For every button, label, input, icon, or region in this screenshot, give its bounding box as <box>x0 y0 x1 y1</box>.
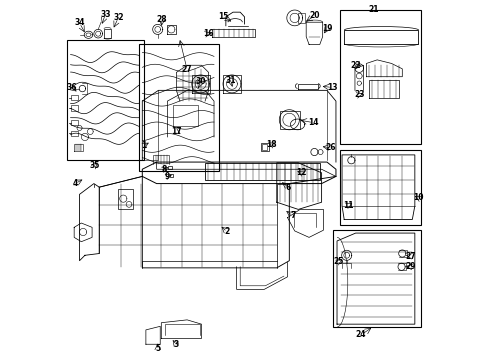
Text: 32: 32 <box>113 13 123 22</box>
Text: 9: 9 <box>164 172 170 181</box>
Text: 30: 30 <box>195 77 205 86</box>
Text: 22: 22 <box>350 62 360 71</box>
Text: 17: 17 <box>171 127 182 136</box>
Bar <box>70 131 78 136</box>
Text: 1: 1 <box>141 141 146 150</box>
Text: 26: 26 <box>325 143 335 152</box>
Text: 3: 3 <box>173 341 179 350</box>
Text: 20: 20 <box>309 11 319 20</box>
Bar <box>139 44 219 171</box>
Bar <box>261 144 267 150</box>
Text: 11: 11 <box>343 201 353 210</box>
Text: 7: 7 <box>290 211 295 220</box>
Text: 14: 14 <box>307 118 318 127</box>
Text: 27: 27 <box>182 65 192 74</box>
Bar <box>260 143 268 151</box>
Bar <box>297 13 305 23</box>
Text: 36: 36 <box>66 83 77 92</box>
Text: 31: 31 <box>225 76 236 85</box>
Text: 2: 2 <box>224 228 229 237</box>
Text: 33: 33 <box>100 10 110 19</box>
Text: 21: 21 <box>367 5 378 14</box>
Text: 4: 4 <box>72 179 78 188</box>
Text: 28: 28 <box>156 15 167 24</box>
Bar <box>70 120 78 126</box>
Text: 29: 29 <box>405 262 415 271</box>
Text: 35: 35 <box>89 161 100 170</box>
Text: 24: 24 <box>355 330 366 339</box>
Text: 15: 15 <box>218 12 228 21</box>
Text: 34: 34 <box>74 18 84 27</box>
Bar <box>333 230 421 327</box>
Text: 19: 19 <box>321 24 331 33</box>
Bar <box>118 189 132 210</box>
Text: 8: 8 <box>161 165 166 174</box>
Text: 12: 12 <box>295 168 306 177</box>
Bar <box>280 111 300 129</box>
Text: 18: 18 <box>265 140 276 149</box>
Bar <box>168 166 172 169</box>
Bar <box>67 40 144 160</box>
Bar <box>70 105 78 111</box>
Text: 23: 23 <box>354 90 365 99</box>
Text: 13: 13 <box>326 83 337 92</box>
Bar <box>70 95 78 100</box>
Bar <box>169 174 172 177</box>
Bar <box>339 10 421 144</box>
Text: 5: 5 <box>155 344 160 353</box>
Bar <box>339 149 421 225</box>
Bar <box>204 163 319 180</box>
Text: 16: 16 <box>202 29 213 38</box>
Text: 27: 27 <box>405 252 415 261</box>
Text: 25: 25 <box>333 257 343 266</box>
Text: 10: 10 <box>412 193 423 202</box>
Text: 6: 6 <box>285 183 291 192</box>
